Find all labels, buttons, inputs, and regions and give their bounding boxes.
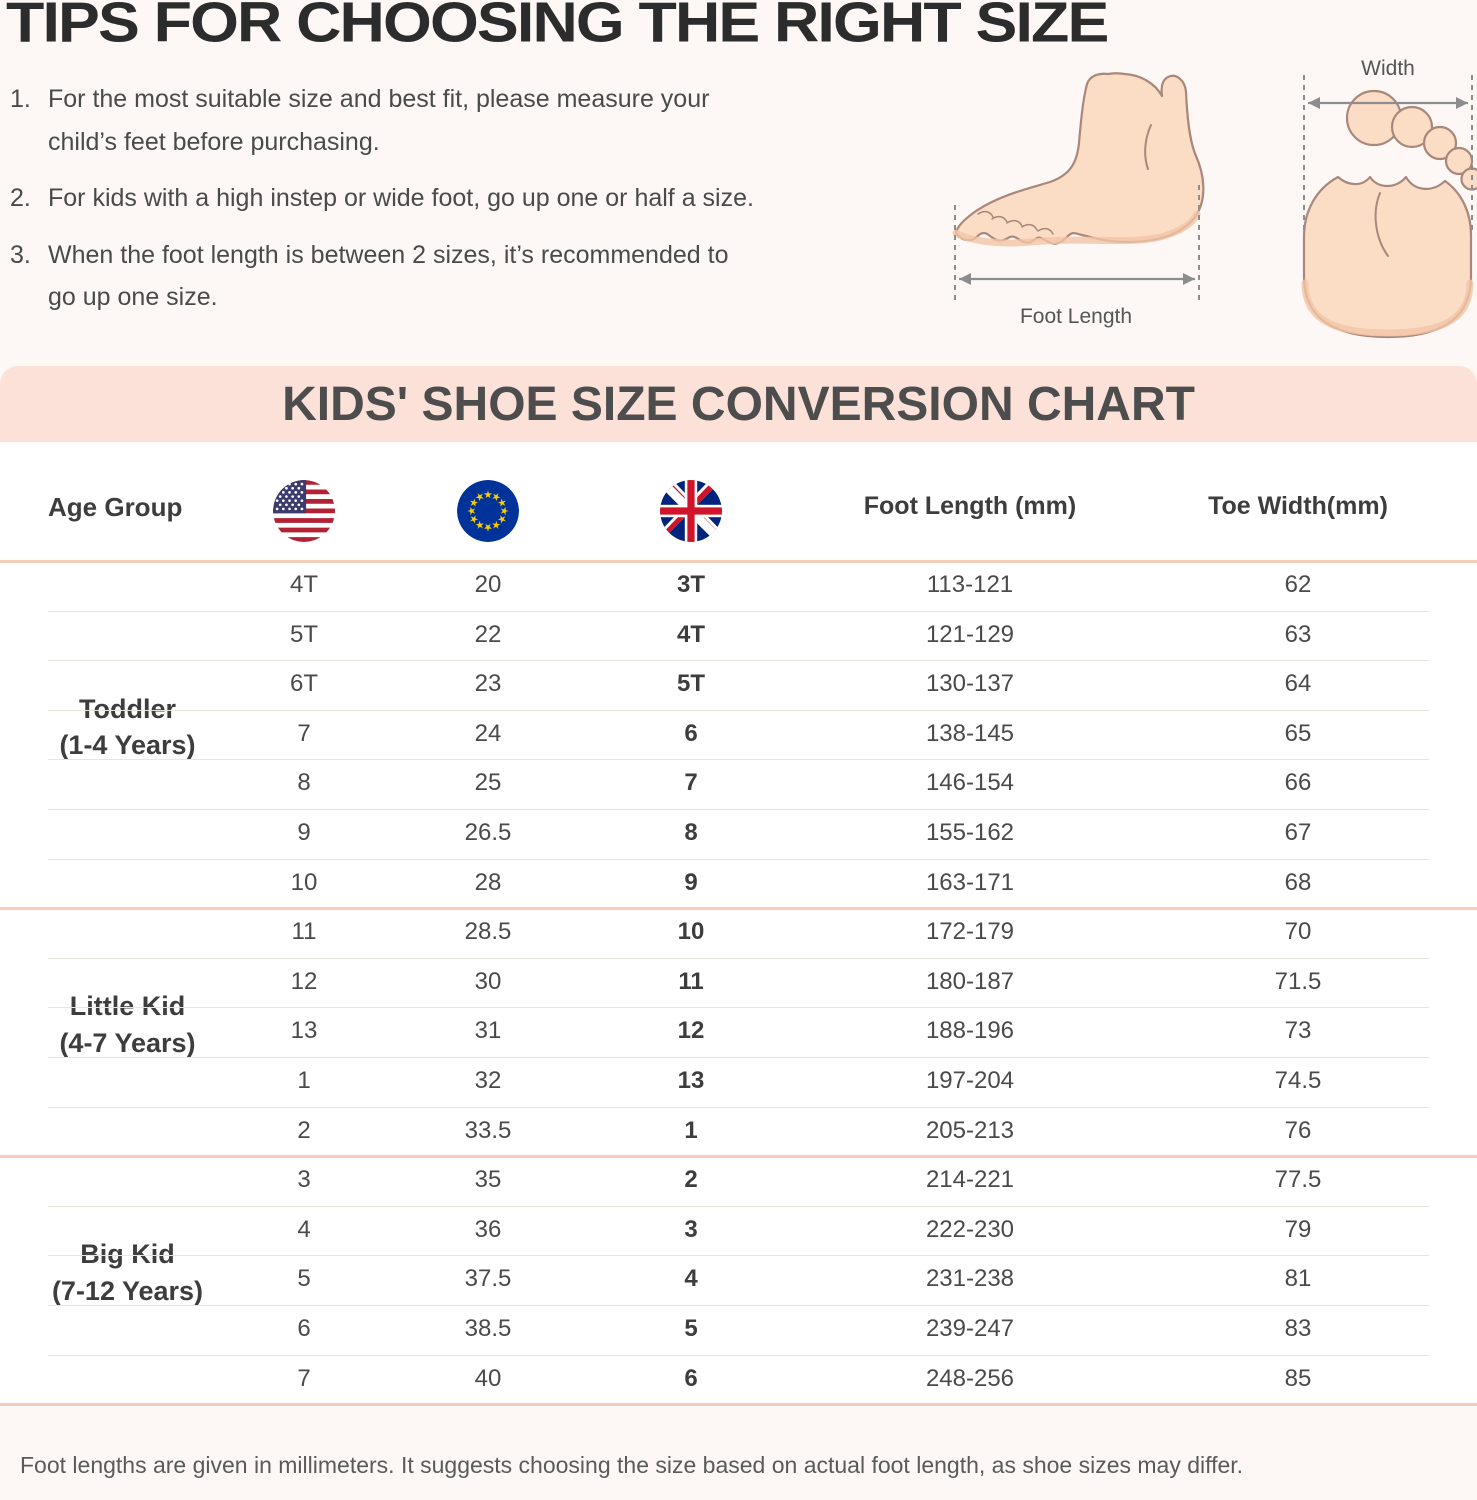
svg-text:Width: Width	[1361, 57, 1415, 80]
svg-text:Foot Length: Foot Length	[1020, 305, 1132, 328]
